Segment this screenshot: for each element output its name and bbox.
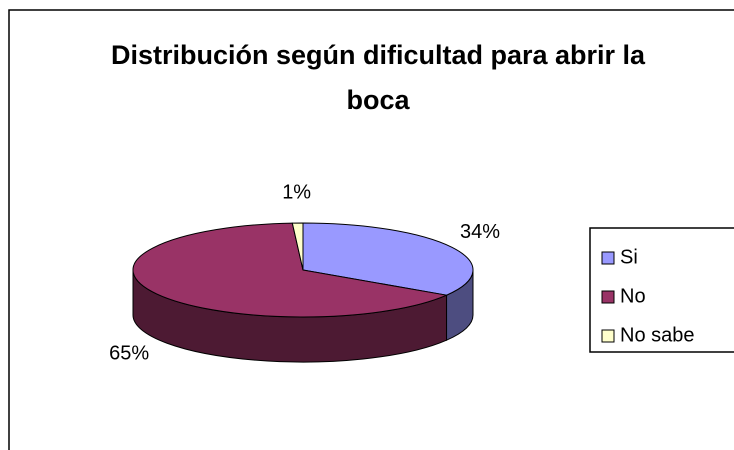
pie-slice bbox=[291, 222, 304, 271]
legend-swatch bbox=[601, 251, 615, 265]
data-label: 1% bbox=[282, 181, 311, 203]
legend-swatch bbox=[601, 329, 615, 343]
chart-title: Distribución según dificultad para abrir… bbox=[110, 40, 646, 115]
legend-label: No sabe bbox=[620, 324, 695, 346]
legend-label: No bbox=[620, 285, 646, 307]
data-label: 34% bbox=[460, 221, 500, 243]
data-label: 65% bbox=[109, 342, 149, 364]
legend-swatch bbox=[601, 290, 615, 304]
pie-slice bbox=[132, 222, 449, 318]
legend-label: Si bbox=[620, 246, 638, 268]
